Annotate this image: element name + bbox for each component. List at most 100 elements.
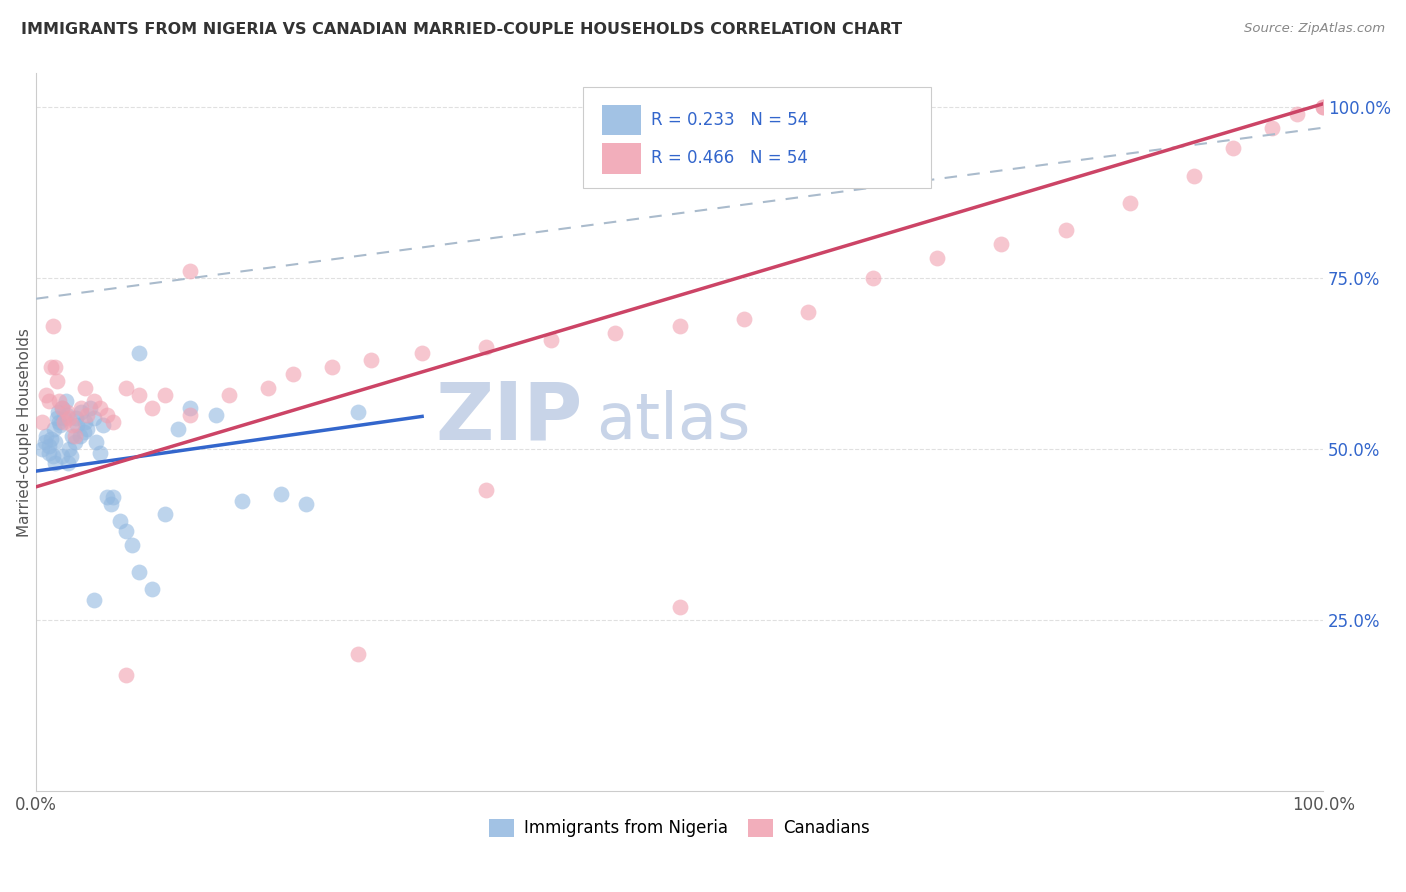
Point (56, 456, 79, 470)
Point (128, 346, 150, 360)
Point (86, 435, 108, 450)
Point (72, 425, 94, 439)
FancyBboxPatch shape (602, 144, 641, 174)
Point (79, 401, 101, 416)
Point (411, 346, 433, 360)
Point (205, 408, 228, 422)
Text: R = 0.466   N = 54: R = 0.466 N = 54 (651, 150, 808, 168)
Y-axis label: Married-couple Households: Married-couple Households (17, 327, 32, 537)
FancyBboxPatch shape (583, 87, 931, 188)
Point (89, 401, 111, 416)
Point (733, 312, 755, 326)
Point (1184, 169, 1206, 183)
Point (91, 418, 114, 433)
Point (101, 490, 124, 504)
Point (115, 524, 138, 539)
Point (45, 411, 67, 425)
Point (44, 456, 66, 470)
Point (121, 538, 143, 552)
Point (1286, 107, 1309, 121)
Point (179, 408, 201, 422)
Point (925, 251, 948, 265)
Point (141, 401, 163, 416)
Point (218, 387, 240, 401)
Point (89, 445, 111, 459)
Point (51, 401, 73, 416)
Point (346, 404, 368, 418)
Legend: Immigrants from Nigeria, Canadians: Immigrants from Nigeria, Canadians (482, 812, 876, 844)
Point (1260, 120, 1282, 135)
Point (53, 415, 76, 429)
Point (283, 367, 305, 381)
Point (59, 449, 82, 463)
Point (668, 599, 690, 614)
Point (1119, 196, 1142, 211)
Point (56, 408, 79, 422)
Point (797, 305, 820, 319)
Point (1222, 141, 1244, 155)
Point (270, 486, 292, 500)
Point (49, 418, 72, 433)
Point (41, 449, 63, 463)
Point (55, 394, 77, 409)
Point (51, 449, 73, 463)
Point (101, 415, 124, 429)
Text: ZIP: ZIP (436, 379, 583, 457)
Point (475, 483, 498, 498)
Point (58, 442, 80, 457)
Text: Source: ZipAtlas.com: Source: ZipAtlas.com (1244, 22, 1385, 36)
Point (69, 428, 91, 442)
Point (668, 319, 690, 334)
Point (96, 408, 118, 422)
Point (990, 237, 1012, 252)
Point (166, 422, 188, 436)
Point (60, 428, 83, 442)
Point (128, 387, 150, 401)
Point (73, 381, 96, 395)
Point (73, 415, 96, 429)
Point (605, 326, 627, 340)
Text: atlas: atlas (596, 391, 751, 452)
Point (346, 648, 368, 662)
Point (179, 264, 201, 278)
Point (63, 435, 86, 450)
Point (475, 340, 498, 354)
Point (83, 394, 105, 409)
Point (38, 394, 60, 409)
Point (76, 408, 98, 422)
Point (41, 360, 63, 375)
Point (44, 435, 66, 450)
Point (35, 428, 58, 442)
Point (31, 415, 53, 429)
Point (83, 592, 105, 607)
Text: R = 0.233   N = 54: R = 0.233 N = 54 (651, 112, 808, 129)
Point (321, 360, 343, 375)
Point (128, 566, 150, 580)
Point (38, 439, 60, 453)
Point (51, 401, 73, 416)
Point (45, 374, 67, 388)
Point (1312, 100, 1334, 114)
Point (231, 493, 253, 508)
Point (66, 418, 89, 433)
Text: IMMIGRANTS FROM NIGERIA VS CANADIAN MARRIED-COUPLE HOUSEHOLDS CORRELATION CHART: IMMIGRANTS FROM NIGERIA VS CANADIAN MARR… (21, 22, 903, 37)
Point (46, 404, 69, 418)
Point (179, 401, 201, 416)
Point (35, 387, 58, 401)
Point (31, 442, 53, 457)
Point (83, 411, 105, 425)
Point (256, 381, 278, 395)
Point (115, 668, 138, 682)
Point (540, 333, 562, 347)
Point (862, 271, 884, 285)
Point (60, 418, 83, 433)
Point (58, 411, 80, 425)
Point (1312, 100, 1334, 114)
Point (63, 428, 86, 442)
Point (108, 514, 131, 528)
Point (96, 490, 118, 504)
Point (76, 422, 98, 436)
Point (115, 381, 138, 395)
Point (42, 422, 65, 436)
Point (100, 497, 122, 511)
